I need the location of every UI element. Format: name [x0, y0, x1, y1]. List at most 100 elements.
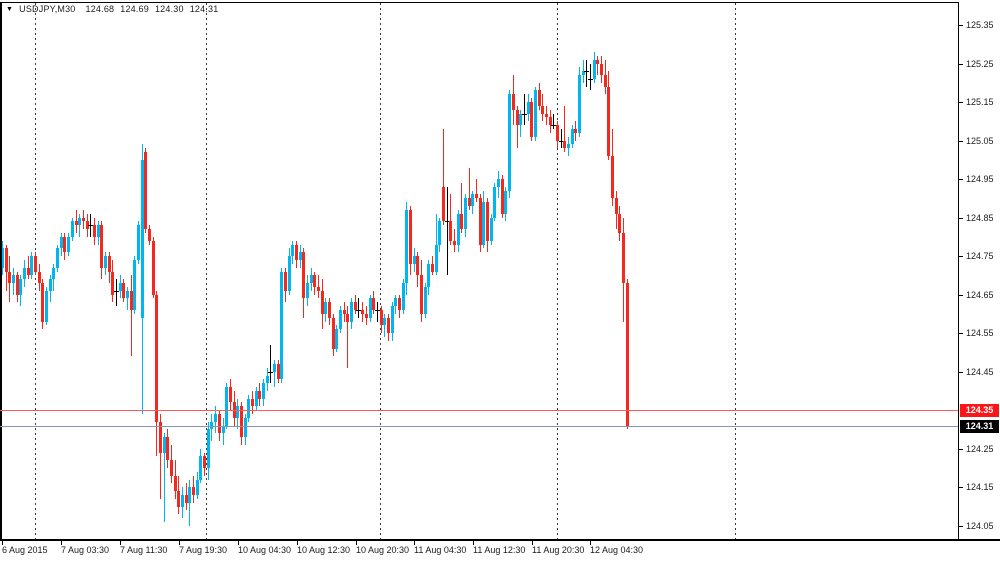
candle-body	[177, 491, 180, 507]
candle-body	[615, 198, 618, 214]
candle-body	[578, 75, 581, 133]
candle-body	[622, 233, 625, 283]
candle-body	[541, 106, 544, 114]
candle-body	[427, 264, 430, 287]
price-horizontal-line[interactable]	[0, 410, 958, 411]
candle-body	[398, 298, 401, 310]
candle-wick	[28, 256, 29, 279]
chart-title-row: ▼ USDJPY,M30 124.68 124.69 124.30 124.31	[6, 4, 224, 14]
candle-body	[291, 245, 294, 256]
candle-body	[93, 225, 96, 237]
candle-body	[380, 310, 383, 325]
bottom-border	[0, 539, 1000, 541]
time-axis-tick	[414, 541, 415, 545]
candle-body	[593, 60, 596, 79]
price-axis-tick	[959, 179, 963, 180]
candle-body	[453, 241, 456, 245]
candle-wick	[318, 275, 319, 298]
candle-body	[339, 310, 342, 329]
candle-body	[527, 102, 530, 114]
candle-body	[240, 406, 243, 437]
candle-body	[383, 318, 386, 325]
time-axis-tick	[356, 541, 357, 545]
candle-body	[8, 272, 11, 283]
candle-body	[530, 102, 533, 137]
candle-body	[604, 75, 607, 87]
price-axis-label: 124.25	[966, 444, 994, 454]
symbol-dropdown-icon[interactable]: ▼	[6, 5, 14, 13]
candle-body	[23, 268, 26, 279]
candle-body	[468, 198, 471, 206]
time-axis-tick	[179, 541, 180, 545]
candle-body	[236, 406, 239, 418]
candle-body	[45, 291, 48, 322]
time-axis-tick	[238, 541, 239, 545]
candle-body	[516, 110, 519, 125]
price-axis-label: 124.95	[966, 174, 994, 184]
candle-body	[97, 225, 100, 237]
candle-wick	[450, 194, 451, 245]
candle-body	[141, 160, 144, 318]
candle-body	[457, 214, 460, 245]
vertical-gridline	[735, 3, 736, 540]
candle-body	[626, 283, 629, 426]
candle-body	[409, 210, 412, 264]
candle-body	[299, 252, 302, 260]
candle-body	[19, 279, 22, 295]
candle-body	[16, 275, 19, 295]
candle-body	[460, 214, 463, 229]
candle-body	[63, 237, 66, 252]
candle-body	[405, 210, 408, 283]
candle-body	[369, 298, 372, 318]
candle-body	[435, 245, 438, 272]
chart-plot-area[interactable]	[0, 0, 958, 541]
price-axis-label: 125.35	[966, 20, 994, 30]
candle-wick	[436, 214, 437, 275]
candle-wick	[116, 279, 117, 306]
candle-body	[266, 376, 269, 383]
candle-body	[365, 314, 368, 318]
price-horizontal-line[interactable]	[0, 426, 958, 427]
candle-body	[563, 141, 566, 148]
ohlc-close-value: 124.31	[189, 4, 219, 14]
price-axis-tick	[959, 333, 963, 334]
candle-body	[394, 298, 397, 306]
candle-body	[126, 291, 129, 298]
candle-body	[144, 152, 147, 229]
candle-body	[512, 94, 515, 110]
price-axis-tick	[959, 64, 963, 65]
candle-body	[41, 283, 44, 322]
candle-wick	[377, 302, 378, 322]
candle-wick	[469, 168, 470, 210]
candle-body	[335, 329, 338, 349]
price-axis-label: 125.25	[966, 59, 994, 69]
candle-body	[1, 248, 4, 268]
candle-body	[251, 399, 254, 406]
candle-wick	[164, 433, 165, 522]
candle-doji-body	[268, 372, 273, 373]
candle-body	[166, 437, 169, 460]
candle-body	[313, 275, 316, 287]
time-axis-tick	[473, 541, 474, 545]
time-axis-label: 11 Aug 20:30	[532, 545, 585, 555]
candle-body	[155, 295, 158, 422]
time-axis-tick	[2, 541, 3, 545]
candle-wick	[358, 298, 359, 318]
candle-doji-body	[445, 221, 450, 222]
candle-body	[438, 221, 441, 245]
candle-body	[196, 480, 199, 495]
candle-body	[431, 264, 434, 272]
vertical-gridline	[380, 3, 381, 540]
candle-body	[122, 283, 125, 298]
candle-body	[332, 318, 335, 349]
candle-body	[67, 237, 70, 252]
time-axis-label: 7 Aug 19:30	[179, 545, 228, 555]
price-axis-label: 124.75	[966, 251, 994, 261]
candle-body	[137, 225, 140, 260]
candle-body	[538, 90, 541, 106]
candle-doji-body	[551, 125, 556, 126]
price-badge: 124.35	[960, 404, 999, 417]
candle-body	[71, 221, 74, 237]
candle-body	[188, 487, 191, 503]
